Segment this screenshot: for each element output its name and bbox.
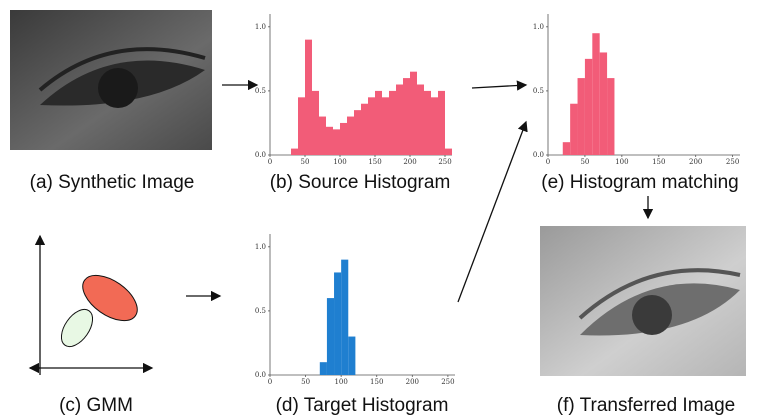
y-tick-label: 0.0 [255,371,266,379]
x-tick-label: 200 [406,378,419,386]
x-tick-label: 250 [726,158,739,166]
bar [327,298,334,375]
x-tick-label: 150 [368,158,381,166]
bar [368,97,375,155]
bar [340,123,347,155]
arrow [458,122,526,302]
bar [305,40,312,155]
caption: (f) Transferred Image [557,395,735,416]
bar [607,78,614,155]
x-tick-label: 200 [689,158,702,166]
gmm-diagram [30,236,152,375]
bar [424,91,431,155]
bar [578,78,585,155]
bar [570,104,577,155]
caption: (e) Histogram matching [541,172,738,193]
bar [298,97,305,155]
bar [563,142,570,155]
bar [592,33,599,155]
y-tick-label: 0.5 [533,87,544,95]
x-tick-label: 50 [580,158,589,166]
bar [396,85,403,156]
bar [348,337,355,375]
bar [326,127,333,155]
x-tick-label: 250 [441,378,454,386]
bar [382,97,389,155]
synthetic-image [10,10,212,150]
bar [403,78,410,155]
bar [389,91,396,155]
y-tick-label: 0.0 [533,151,544,159]
transferred-image [540,226,746,376]
bar [291,149,298,155]
x-tick-label: 100 [333,158,346,166]
caption: (c) GMM [59,395,133,416]
x-tick-label: 150 [370,378,383,386]
bar [333,129,340,155]
x-tick-label: 100 [334,378,347,386]
bar [585,59,592,155]
bar [431,97,438,155]
x-tick-label: 100 [615,158,628,166]
y-tick-label: 0.0 [255,151,266,159]
bar [312,91,319,155]
bar [320,362,327,375]
bar [341,260,348,375]
caption: (b) Source Histogram [270,172,451,193]
x-tick-label: 0 [546,158,550,166]
bar [347,117,354,155]
bar [334,272,341,375]
bar [319,117,326,155]
caption: (a) Synthetic Image [30,172,195,193]
bar [600,52,607,155]
figure: (a) Synthetic Image (f) Transferred Imag… [0,0,764,418]
caption: (d) Target Histogram [276,395,449,416]
bar [361,104,368,155]
x-tick-label: 50 [301,378,310,386]
x-tick-label: 250 [438,158,451,166]
y-tick-label: 0.5 [255,87,266,95]
arrow [472,85,526,88]
x-tick-label: 0 [268,378,272,386]
x-tick-label: 0 [268,158,272,166]
bar [354,110,361,155]
page: {"images": [{"caption": "(a) Synthetic I… [0,0,764,418]
bar [445,149,452,155]
x-tick-label: 50 [301,158,310,166]
bar [438,91,445,155]
x-tick-label: 150 [652,158,665,166]
x-tick-label: 200 [403,158,416,166]
y-tick-label: 1.0 [255,243,266,251]
y-tick-label: 1.0 [533,23,544,31]
bar [375,91,382,155]
y-tick-label: 0.5 [255,307,266,315]
bar [410,72,417,155]
y-tick-label: 1.0 [255,23,266,31]
bar [417,85,424,156]
